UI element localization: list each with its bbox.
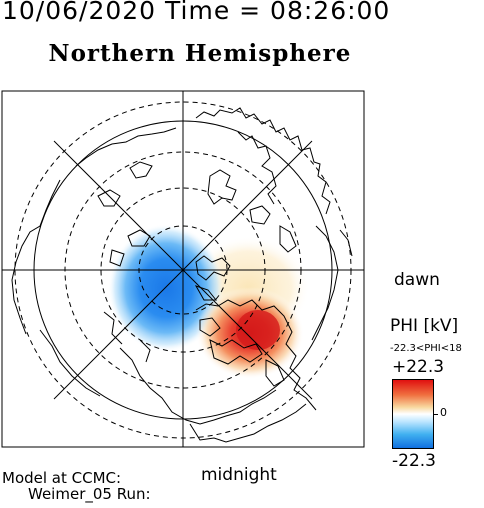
datetime-title: 10/06/2020 Time = 08:26:00 [2,0,391,25]
colorbar-min-label: -22.3 [392,451,436,471]
colorbar-title: PHI [kV] [390,316,459,336]
dawn-label: dawn [394,270,440,290]
model-info-line2: Weimer_05 Run: [28,485,151,503]
meridian-lines [2,91,364,447]
midnight-label: midnight [201,465,277,485]
colorbar-range: -22.3<PHI<18 [390,343,462,354]
hemisphere-title: Northern Hemisphere [48,40,352,67]
colorbar-max-label: +22.3 [392,357,445,377]
colorbar-zero-label: 0 [440,406,447,419]
polar-map [1,90,365,448]
colorbar-zero-tick [434,414,438,415]
model-info-line1: Model at CCMC: [2,469,122,487]
positive-cell-core [236,310,280,350]
potential-pattern [108,224,310,379]
coastline-map [11,107,353,443]
negative-cell [108,224,224,352]
colorbar [392,379,434,449]
